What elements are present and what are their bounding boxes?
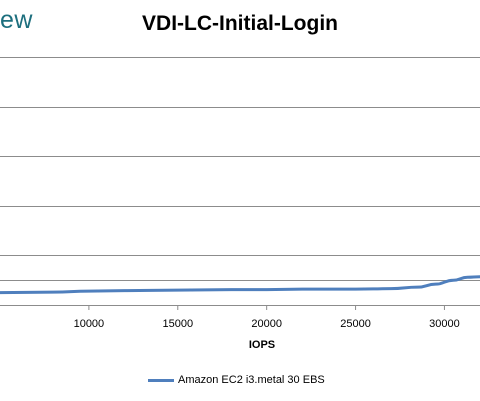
x-tick-label-15000: 15000 xyxy=(162,318,193,330)
x-axis-label: IOPS xyxy=(249,339,275,351)
gridlines xyxy=(0,57,480,281)
x-tick-label-20000: 20000 xyxy=(251,318,282,330)
chart-title: VDI-LC-Initial-Login xyxy=(142,12,338,35)
legend-swatch xyxy=(148,378,174,382)
x-tick-labels: 10000 15000 20000 25000 30000 xyxy=(74,305,460,330)
series-line-0 xyxy=(0,275,480,295)
x-tick-label-25000: 25000 xyxy=(340,318,371,330)
brand-logo-text: ew xyxy=(0,6,33,34)
legend-label: Amazon EC2 i3.metal 30 EBS xyxy=(178,374,325,386)
series-layer xyxy=(0,275,480,295)
x-tick-label-30000: 30000 xyxy=(429,318,460,330)
x-tick-label-10000: 10000 xyxy=(74,318,105,330)
legend: Amazon EC2 i3.metal 30 EBS xyxy=(148,372,325,388)
